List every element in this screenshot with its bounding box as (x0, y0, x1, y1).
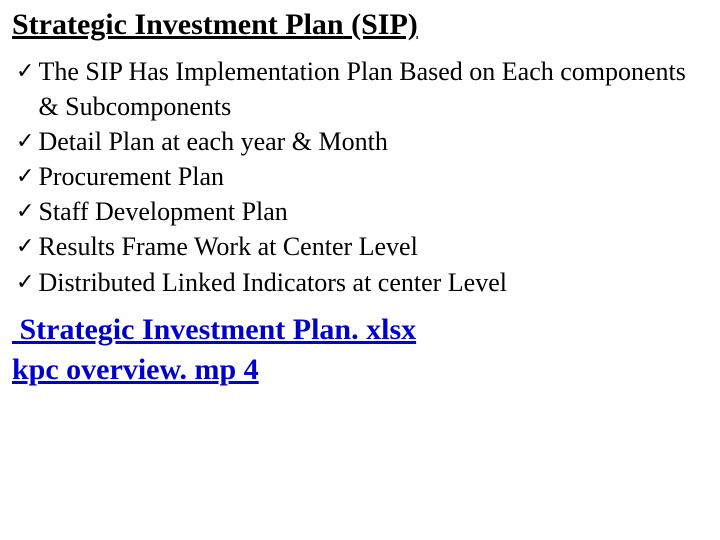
list-item: ✓ Detail Plan at each year & Month (16, 124, 708, 159)
bullet-text: Procurement Plan (38, 159, 708, 194)
file-link-xlsx[interactable]: Strategic Investment Plan. xlsx (12, 310, 708, 351)
file-link-mp4[interactable]: kpc overview. mp 4 (12, 350, 708, 391)
bullet-text: Results Frame Work at Center Level (38, 229, 708, 264)
checkmark-icon: ✓ (16, 194, 34, 227)
list-item: ✓ Results Frame Work at Center Level (16, 229, 708, 264)
bullet-list: ✓ The SIP Has Implementation Plan Based … (12, 54, 708, 300)
bullet-text: The SIP Has Implementation Plan Based on… (38, 54, 708, 124)
list-item: ✓ Distributed Linked Indicators at cente… (16, 265, 708, 300)
checkmark-icon: ✓ (16, 54, 34, 87)
list-item: ✓ Staff Development Plan (16, 194, 708, 229)
list-item: ✓ Procurement Plan (16, 159, 708, 194)
bullet-text: Distributed Linked Indicators at center … (38, 265, 708, 300)
links-section: Strategic Investment Plan. xlsx kpc over… (12, 310, 708, 391)
checkmark-icon: ✓ (16, 229, 34, 262)
checkmark-icon: ✓ (16, 265, 34, 298)
page-title: Strategic Investment Plan (SIP) (12, 8, 708, 42)
bullet-text: Staff Development Plan (38, 194, 708, 229)
list-item: ✓ The SIP Has Implementation Plan Based … (16, 54, 708, 124)
checkmark-icon: ✓ (16, 159, 34, 192)
checkmark-icon: ✓ (16, 124, 34, 157)
bullet-text: Detail Plan at each year & Month (38, 124, 708, 159)
